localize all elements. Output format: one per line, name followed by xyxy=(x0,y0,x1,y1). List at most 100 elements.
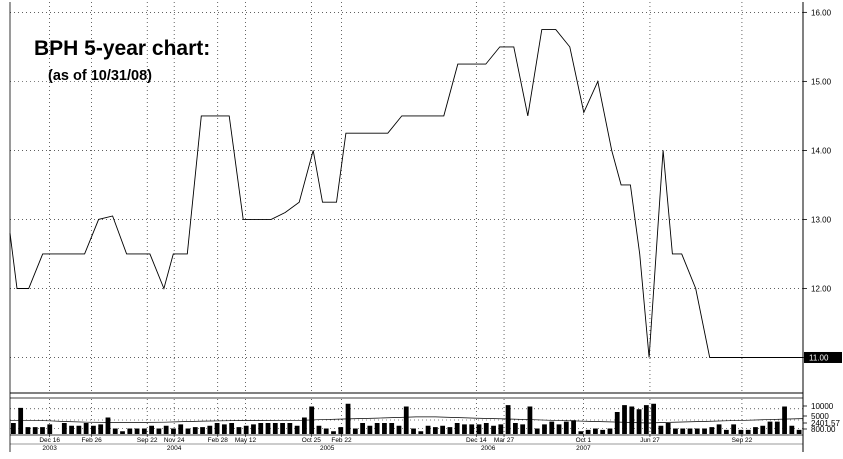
volume-bar xyxy=(731,424,737,434)
volume-bar xyxy=(32,427,38,434)
volume-bar xyxy=(745,429,751,434)
volume-bar xyxy=(91,425,96,434)
volume-bar xyxy=(469,424,475,434)
volume-bar xyxy=(120,431,125,434)
price-tick-label: 14.00 xyxy=(811,146,832,155)
volume-bar xyxy=(694,428,700,434)
volume-bar xyxy=(687,428,693,434)
volume-bar xyxy=(163,425,169,434)
volume-bar xyxy=(323,428,329,434)
volume-bar xyxy=(331,431,336,434)
last-price-label-background xyxy=(804,351,842,363)
date-tick-label: Oct 25 xyxy=(302,437,322,444)
volume-bar xyxy=(418,431,424,434)
volume-bar xyxy=(723,429,729,434)
volume-bar xyxy=(585,429,591,434)
volume-bar xyxy=(287,423,293,434)
volume-bar xyxy=(141,428,147,434)
volume-tick-label: 800.00 xyxy=(811,425,836,434)
volume-bar xyxy=(425,425,431,434)
volume-bars xyxy=(11,403,802,434)
volume-bar xyxy=(738,429,744,434)
volume-bar xyxy=(374,423,380,434)
volume-bar xyxy=(462,424,467,434)
chart-title: BPH 5-year chart: xyxy=(34,37,210,60)
date-tick-label: Dec 16 xyxy=(39,437,60,444)
volume-bar xyxy=(403,406,409,434)
volume-bar xyxy=(774,421,780,434)
volume-bar xyxy=(716,424,722,434)
volume-bar xyxy=(61,423,67,434)
volume-tick-label: 2401.57 xyxy=(811,419,840,428)
volume-bar xyxy=(534,428,540,434)
price-line xyxy=(9,29,803,358)
volume-bar xyxy=(83,423,89,434)
volume-bar xyxy=(338,427,344,434)
volume-bar xyxy=(542,424,547,434)
price-axis-ticks: 16.00 15.00 14.00 13.00 12.00 xyxy=(803,8,832,358)
volume-bar xyxy=(709,427,715,434)
volume-bar xyxy=(105,417,111,434)
date-tick-label: Oct 1 xyxy=(576,437,592,444)
volume-bar xyxy=(360,423,365,434)
volume-bar xyxy=(600,429,606,434)
volume-bar xyxy=(40,427,45,434)
volume-bar xyxy=(69,425,74,434)
volume-bar xyxy=(178,424,184,434)
volume-bar xyxy=(782,406,787,434)
volume-bar xyxy=(11,423,16,434)
year-tick-label: 2003 xyxy=(42,445,57,452)
date-tick-label: Mar 27 xyxy=(494,437,515,444)
date-tick-label: Sep 22 xyxy=(732,437,753,444)
volume-bar xyxy=(207,425,213,434)
volume-moving-average-line xyxy=(10,416,804,424)
date-tick-label: Sep 22 xyxy=(137,437,158,444)
volume-bar xyxy=(753,427,758,434)
chart-subtitle: (as of 10/31/08) xyxy=(48,68,152,84)
volume-tick-label: 5000 xyxy=(811,412,829,421)
date-tick-label: Feb 22 xyxy=(331,437,352,444)
volume-bar xyxy=(760,425,766,434)
volume-bar xyxy=(622,405,627,434)
volume-bar xyxy=(18,407,24,434)
volume-bar xyxy=(25,427,31,434)
volume-bar xyxy=(549,421,555,434)
volume-tick-label: 10000 xyxy=(811,402,834,411)
volume-bar xyxy=(491,425,496,434)
last-price-label-text: 11.00 xyxy=(809,353,829,362)
volume-bar xyxy=(527,406,533,434)
date-axis-ticks: Dec 16 Feb 26 Sep 22 Nov 24 Feb 28 May 12 Oct … xyxy=(39,434,753,444)
volume-bar xyxy=(571,420,576,434)
volume-bar xyxy=(411,428,416,434)
volume-bar xyxy=(127,428,133,434)
volume-bar xyxy=(440,425,446,434)
volume-bar xyxy=(476,424,482,434)
volume-bar xyxy=(251,424,256,434)
last-price-label: 11.00 xyxy=(804,351,842,363)
volume-bar xyxy=(236,427,242,434)
volume-bar xyxy=(556,424,562,434)
date-tick-label: Dec 14 xyxy=(466,437,487,444)
volume-bar xyxy=(796,429,802,434)
date-tick-label: Jun 27 xyxy=(640,437,660,444)
volume-bar xyxy=(578,431,584,434)
volume-bar xyxy=(185,428,191,434)
volume-bar xyxy=(483,423,489,434)
volume-bar xyxy=(432,427,438,434)
volume-bar xyxy=(134,428,140,434)
volume-bar xyxy=(316,425,322,434)
volume-bar xyxy=(200,427,205,434)
volume-bar xyxy=(614,412,620,434)
volume-bar xyxy=(98,424,104,434)
volume-bar xyxy=(789,425,795,434)
volume-bar xyxy=(352,428,358,434)
volume-bar xyxy=(520,424,526,434)
volume-bar xyxy=(214,423,220,434)
volume-bar xyxy=(593,428,598,434)
volume-bar xyxy=(512,423,518,434)
year-tick-label: 2005 xyxy=(320,445,335,452)
price-grid xyxy=(10,2,803,392)
price-tick-label: 16.00 xyxy=(811,8,832,17)
